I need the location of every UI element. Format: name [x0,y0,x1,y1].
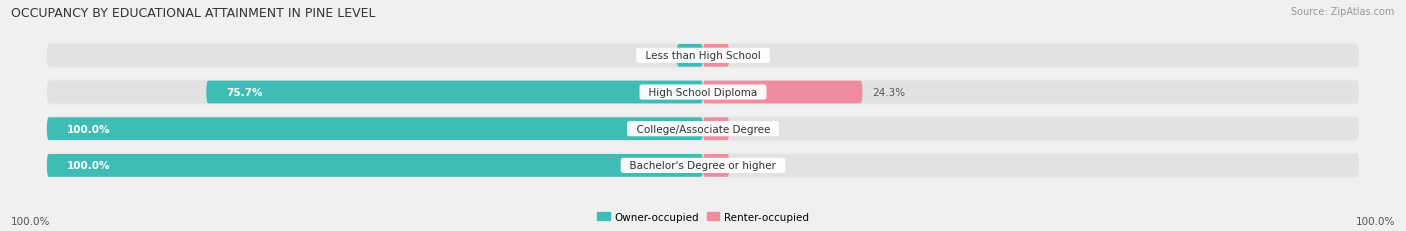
Text: OCCUPANCY BY EDUCATIONAL ATTAINMENT IN PINE LEVEL: OCCUPANCY BY EDUCATIONAL ATTAINMENT IN P… [11,7,375,20]
FancyBboxPatch shape [46,80,1360,105]
FancyBboxPatch shape [46,154,703,177]
Text: 75.7%: 75.7% [226,88,263,97]
FancyBboxPatch shape [46,81,1360,104]
FancyBboxPatch shape [703,45,730,67]
FancyBboxPatch shape [46,118,703,140]
Text: 0.0%: 0.0% [740,161,765,171]
Text: 24.3%: 24.3% [872,88,905,97]
Text: 100.0%: 100.0% [66,124,110,134]
Legend: Owner-occupied, Renter-occupied: Owner-occupied, Renter-occupied [593,208,813,226]
Text: 100.0%: 100.0% [11,216,51,226]
FancyBboxPatch shape [46,118,1360,140]
Text: Bachelor's Degree or higher: Bachelor's Degree or higher [623,161,783,171]
Text: 100.0%: 100.0% [66,161,110,171]
Text: Source: ZipAtlas.com: Source: ZipAtlas.com [1291,7,1395,17]
Text: 0.0%: 0.0% [740,51,765,61]
Text: High School Diploma: High School Diploma [643,88,763,97]
Text: Less than High School: Less than High School [638,51,768,61]
FancyBboxPatch shape [703,154,730,177]
Text: 0.0%: 0.0% [740,124,765,134]
FancyBboxPatch shape [46,43,1360,69]
FancyBboxPatch shape [676,45,703,67]
FancyBboxPatch shape [207,81,703,104]
Text: 100.0%: 100.0% [1355,216,1395,226]
FancyBboxPatch shape [703,118,730,140]
FancyBboxPatch shape [46,153,1360,179]
FancyBboxPatch shape [46,116,1360,142]
Text: 0.0%: 0.0% [641,51,666,61]
Text: College/Associate Degree: College/Associate Degree [630,124,776,134]
FancyBboxPatch shape [46,45,1360,67]
FancyBboxPatch shape [46,154,1360,177]
FancyBboxPatch shape [703,81,862,104]
